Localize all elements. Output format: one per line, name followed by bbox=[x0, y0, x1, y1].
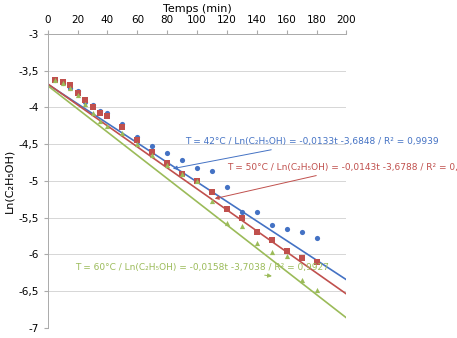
Point bbox=[119, 125, 126, 130]
Point bbox=[208, 169, 216, 174]
Point bbox=[253, 210, 260, 215]
Point bbox=[223, 184, 231, 190]
Text: T = 50°C / Ln(C₂H₅OH) = -0,0143t -3,6788 / R² = 0,995: T = 50°C / Ln(C₂H₅OH) = -0,0143t -3,6788… bbox=[216, 163, 457, 199]
Point bbox=[208, 189, 216, 195]
Point bbox=[253, 230, 260, 235]
Point bbox=[179, 158, 186, 163]
Point bbox=[134, 138, 141, 143]
Point bbox=[89, 110, 96, 115]
Point bbox=[164, 150, 171, 156]
Point bbox=[74, 89, 81, 94]
Point bbox=[59, 80, 66, 86]
Point bbox=[283, 253, 290, 259]
Point bbox=[59, 79, 66, 84]
Point bbox=[238, 209, 245, 215]
Point bbox=[313, 287, 320, 292]
X-axis label: Temps (min): Temps (min) bbox=[163, 4, 231, 14]
Point bbox=[268, 249, 276, 255]
Point bbox=[313, 236, 320, 241]
Y-axis label: Ln(C₂H₅OH): Ln(C₂H₅OH) bbox=[4, 149, 14, 213]
Point bbox=[96, 110, 104, 115]
Point bbox=[81, 101, 89, 106]
Point bbox=[119, 121, 126, 126]
Point bbox=[81, 97, 89, 103]
Point bbox=[89, 105, 96, 110]
Point bbox=[74, 92, 81, 98]
Point bbox=[89, 102, 96, 108]
Point bbox=[298, 230, 305, 235]
Point bbox=[134, 134, 141, 140]
Text: T = 42°C / Ln(C₂H₅OH) = -0,0133t -3,6848 / R² = 0,9939: T = 42°C / Ln(C₂H₅OH) = -0,0133t -3,6848… bbox=[174, 138, 439, 169]
Point bbox=[164, 160, 171, 165]
Point bbox=[104, 114, 111, 119]
Point bbox=[104, 123, 111, 128]
Point bbox=[238, 224, 245, 229]
Point bbox=[193, 165, 201, 170]
Point bbox=[268, 237, 276, 242]
Point bbox=[283, 248, 290, 254]
Point bbox=[268, 222, 276, 228]
Point bbox=[313, 259, 320, 264]
Point bbox=[223, 206, 231, 212]
Point bbox=[96, 118, 104, 123]
Point bbox=[134, 142, 141, 147]
Point bbox=[149, 143, 156, 148]
Point bbox=[193, 178, 201, 184]
Point bbox=[96, 108, 104, 114]
Point bbox=[164, 162, 171, 167]
Point bbox=[104, 110, 111, 115]
Point bbox=[66, 83, 74, 88]
Point bbox=[179, 171, 186, 176]
Point bbox=[52, 77, 59, 83]
Point bbox=[149, 152, 156, 158]
Point bbox=[66, 85, 74, 90]
Point bbox=[66, 85, 74, 90]
Point bbox=[193, 178, 201, 184]
Point bbox=[59, 80, 66, 86]
Point bbox=[283, 226, 290, 231]
Point bbox=[52, 77, 59, 83]
Point bbox=[119, 130, 126, 136]
Point bbox=[179, 171, 186, 176]
Point bbox=[149, 149, 156, 154]
Point bbox=[223, 220, 231, 225]
Point bbox=[208, 198, 216, 203]
Point bbox=[81, 100, 89, 105]
Point bbox=[298, 277, 305, 283]
Point bbox=[238, 215, 245, 220]
Point bbox=[253, 241, 260, 246]
Point bbox=[298, 255, 305, 261]
Point bbox=[74, 90, 81, 95]
Text: T = 60°C / Ln(C₂H₅OH) = -0,0158t -3,7038 / R² = 0,9927: T = 60°C / Ln(C₂H₅OH) = -0,0158t -3,7038… bbox=[74, 263, 329, 277]
Point bbox=[52, 77, 59, 83]
